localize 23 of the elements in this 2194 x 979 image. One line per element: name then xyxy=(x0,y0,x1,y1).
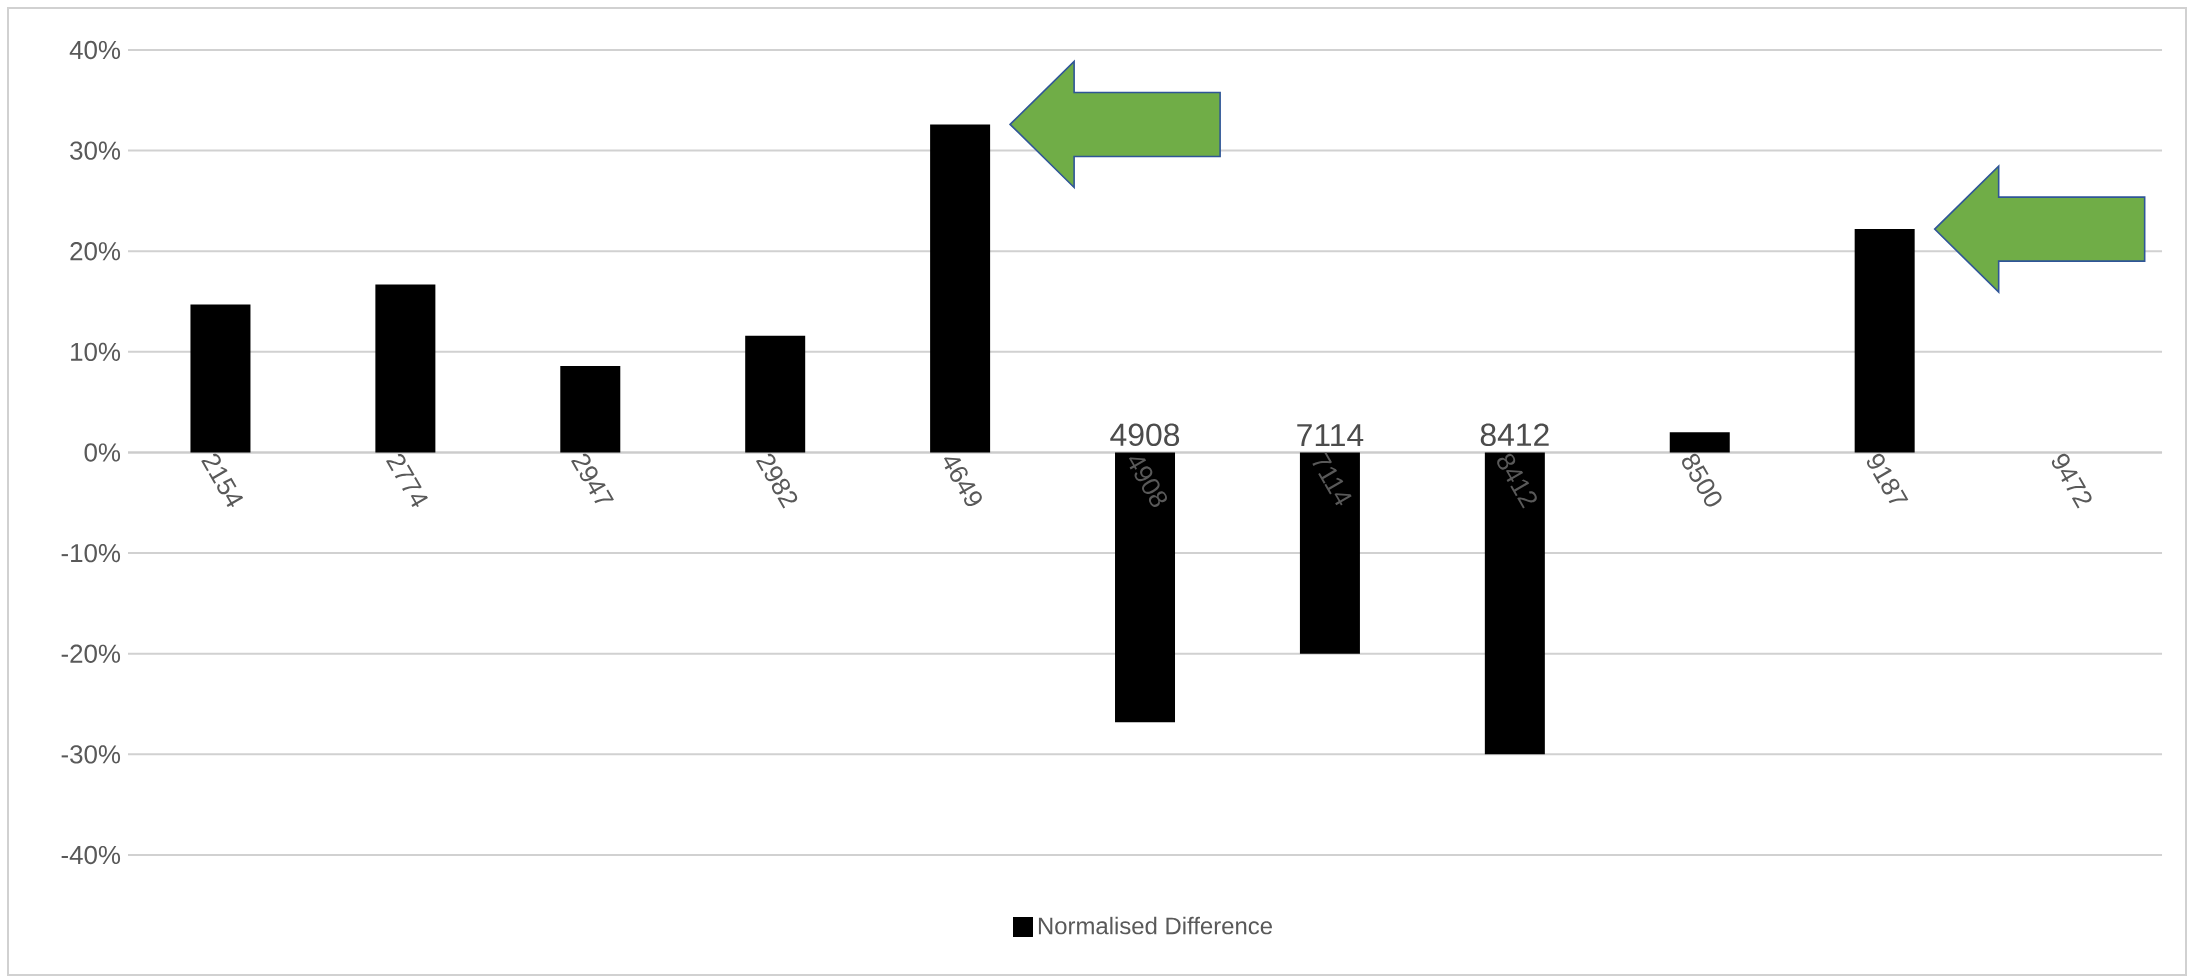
y-tick-label: 40% xyxy=(69,40,121,60)
bar xyxy=(1115,452,1176,723)
y-tick-label: -30% xyxy=(61,745,121,764)
bar xyxy=(375,284,436,453)
annotation: 7114 xyxy=(1297,424,1364,447)
y-tick-label: -20% xyxy=(61,644,121,663)
annotation: 4908 xyxy=(1110,423,1180,447)
bar xyxy=(1669,432,1730,453)
y-tick-label: -10% xyxy=(61,543,121,563)
bar xyxy=(190,304,251,453)
bar xyxy=(560,365,621,453)
bar xyxy=(1299,452,1360,654)
annotation: 8412 xyxy=(1480,423,1549,447)
y-tick-label: 30% xyxy=(70,141,121,160)
bar xyxy=(745,335,806,453)
y-tick-label: 0% xyxy=(84,443,121,462)
y-tick-label: -40% xyxy=(61,845,121,865)
legend-label: Normalised Difference xyxy=(1038,916,1272,935)
bar xyxy=(1854,229,1915,453)
bar xyxy=(1484,452,1545,755)
y-tick-label: 20% xyxy=(70,242,121,261)
bar xyxy=(930,124,991,453)
y-tick-label: 10% xyxy=(71,342,121,362)
